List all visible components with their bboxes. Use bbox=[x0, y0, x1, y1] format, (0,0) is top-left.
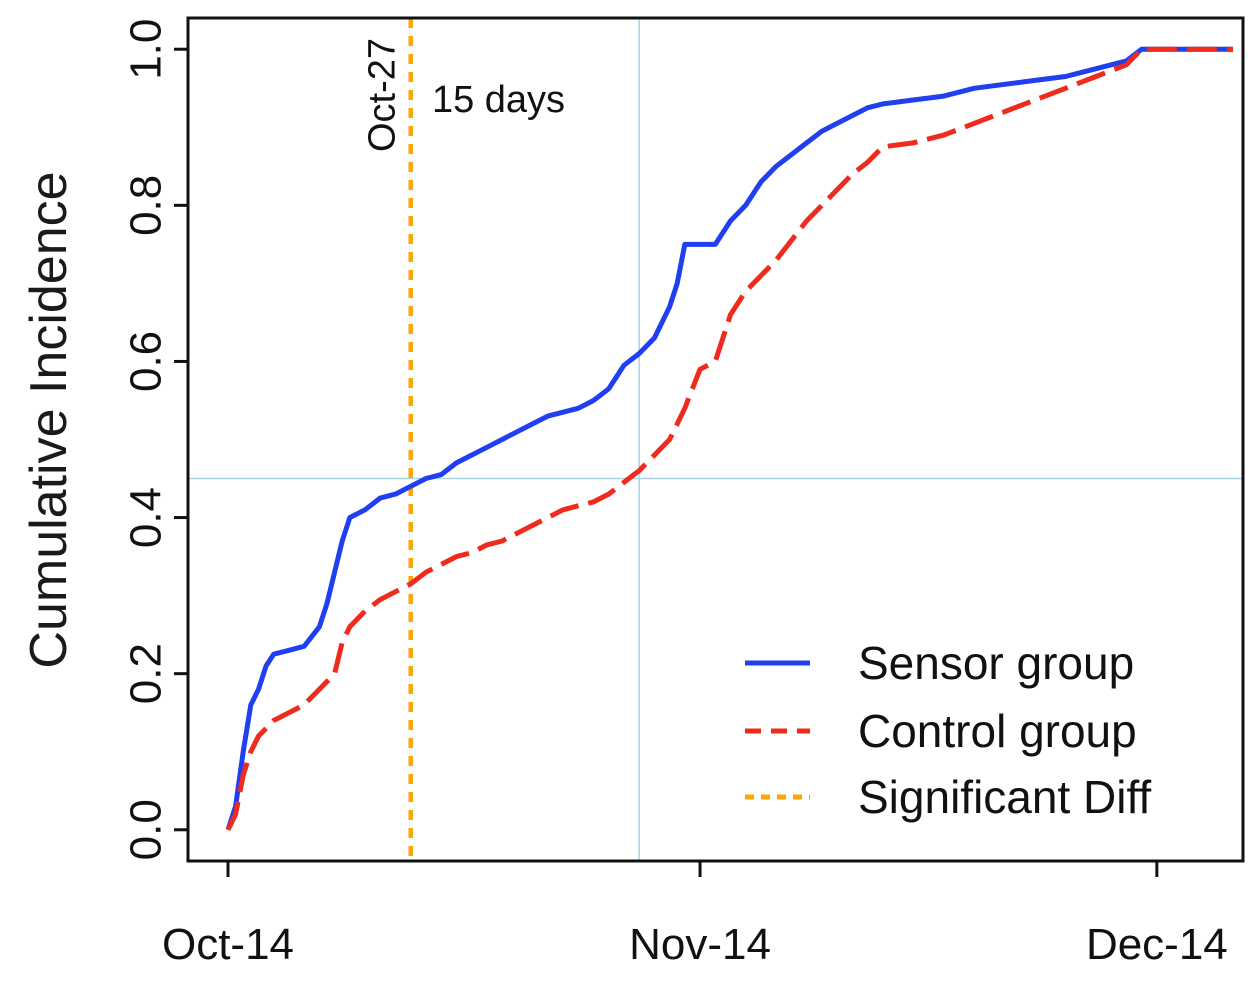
x-tick-label: Oct-14 bbox=[162, 920, 294, 969]
plot-frame bbox=[186, 16, 1245, 863]
x-tick-label: Dec-14 bbox=[1086, 920, 1228, 969]
y-tick-label: 0.0 bbox=[122, 799, 171, 860]
y-tick-label: 0.4 bbox=[122, 487, 171, 548]
y-tick-label: 0.2 bbox=[122, 643, 171, 704]
x-axis: Oct-14 Nov-14 Dec-14 bbox=[162, 861, 1228, 969]
y-tick-label: 1.0 bbox=[122, 19, 171, 80]
legend: Sensor group Control group Significant Dif… bbox=[745, 637, 1151, 823]
series-lines bbox=[225, 46, 1233, 831]
reference-lines bbox=[188, 18, 1243, 861]
y-tick-label: 0.6 bbox=[122, 331, 171, 392]
legend-label: Significant Diff bbox=[858, 771, 1151, 823]
legend-label: Sensor group bbox=[858, 637, 1134, 689]
significant-date-annotation: Oct-27 bbox=[362, 38, 404, 152]
days-annotation: 15 days bbox=[432, 79, 565, 121]
y-axis: 0.0 0.2 0.4 0.6 0.8 1.0 bbox=[122, 19, 188, 860]
legend-label: Control group bbox=[858, 705, 1137, 757]
annotations: Oct-27 15 days bbox=[362, 38, 565, 152]
control-group-line bbox=[225, 46, 1233, 831]
x-tick-label: Nov-14 bbox=[629, 920, 771, 969]
y-tick-label: 0.8 bbox=[122, 175, 171, 236]
y-axis-label: Cumulative Incidence bbox=[20, 171, 78, 668]
sensor-group-line bbox=[225, 46, 1233, 831]
